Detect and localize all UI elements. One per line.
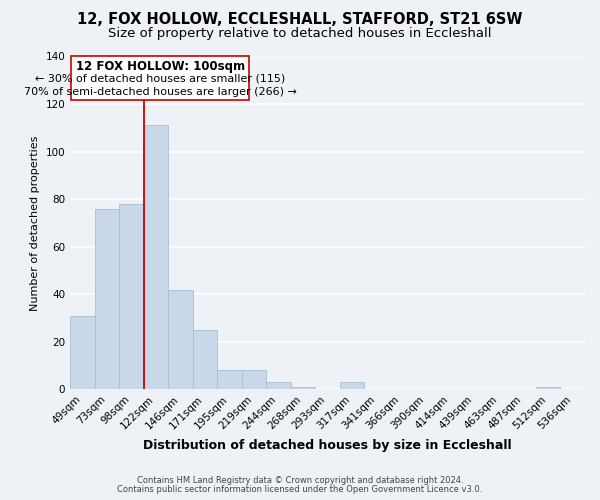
Text: ← 30% of detached houses are smaller (115): ← 30% of detached houses are smaller (11… (35, 73, 286, 83)
Bar (340, 382, 364, 390)
Bar (95, 208, 119, 390)
X-axis label: Distribution of detached houses by size in Eccleshall: Distribution of detached houses by size … (143, 440, 512, 452)
Y-axis label: Number of detached properties: Number of detached properties (30, 136, 40, 310)
Bar (536, 387, 560, 390)
Bar (217, 370, 242, 390)
Bar (242, 370, 266, 390)
Bar (193, 330, 217, 390)
Bar (291, 387, 315, 390)
Bar (143, 126, 168, 390)
Bar (266, 382, 291, 390)
Text: Contains HM Land Registry data © Crown copyright and database right 2024.: Contains HM Land Registry data © Crown c… (137, 476, 463, 485)
Bar (70, 316, 95, 390)
Text: Size of property relative to detached houses in Eccleshall: Size of property relative to detached ho… (108, 28, 492, 40)
Text: Contains public sector information licensed under the Open Government Licence v3: Contains public sector information licen… (118, 485, 482, 494)
Text: 12 FOX HOLLOW: 100sqm: 12 FOX HOLLOW: 100sqm (76, 60, 245, 73)
Text: 70% of semi-detached houses are larger (266) →: 70% of semi-detached houses are larger (… (24, 88, 296, 98)
Bar (119, 204, 143, 390)
Bar (71, 56, 249, 100)
Bar (168, 290, 193, 390)
Text: 12, FOX HOLLOW, ECCLESHALL, STAFFORD, ST21 6SW: 12, FOX HOLLOW, ECCLESHALL, STAFFORD, ST… (77, 12, 523, 28)
